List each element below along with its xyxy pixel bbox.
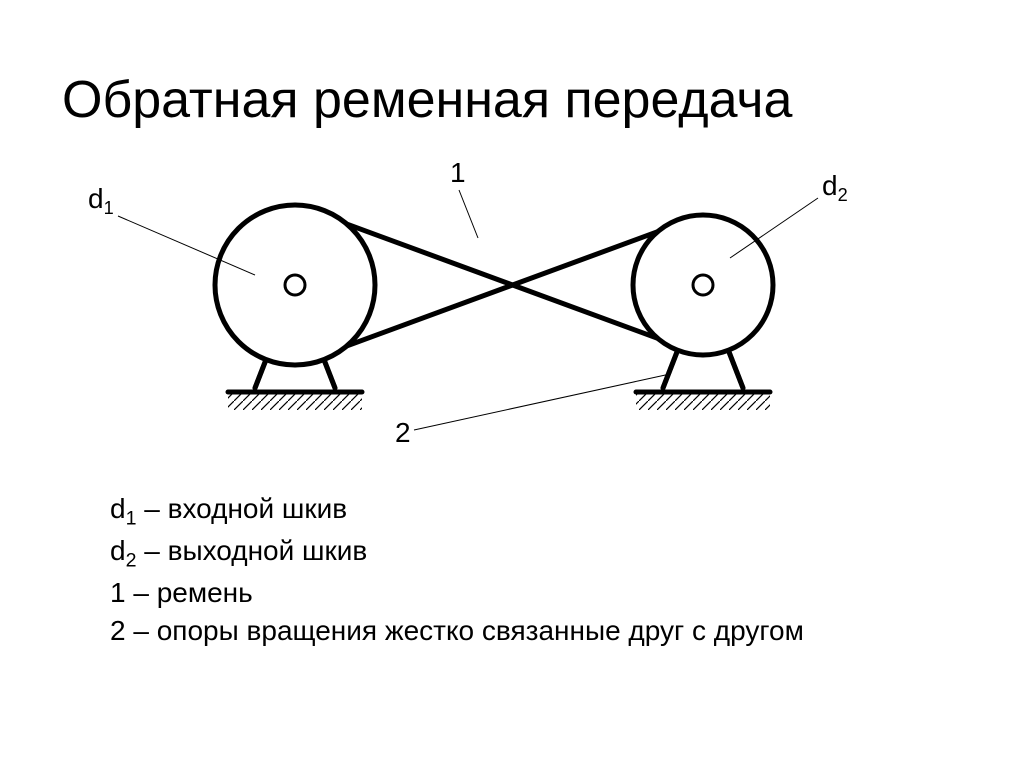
page-title: Обратная ременная передача: [62, 70, 792, 130]
legend-belt-text: – ремень: [126, 577, 253, 608]
svg-text:1: 1: [450, 157, 466, 188]
svg-text:d2: d2: [822, 170, 848, 205]
page: Обратная ременная передача d1d212 d1 – в…: [0, 0, 1024, 767]
legend-row-belt: 1 – ремень: [110, 574, 804, 612]
legend-d2-text: – выходной шкив: [136, 535, 367, 566]
legend-row-d2: d2 – выходной шкив: [110, 532, 804, 574]
svg-text:d1: d1: [88, 183, 114, 218]
belt-drive-diagram: d1 d2 1 2: [0, 140, 1024, 460]
legend-d1-sub: 1: [126, 508, 137, 530]
legend: d1 – входной шкив d2 – выходной шкив 1 –…: [110, 490, 804, 650]
legend-sup-sym: 2: [110, 615, 126, 646]
legend-d2-sym: d: [110, 535, 126, 566]
legend-row-d1: d1 – входной шкив: [110, 490, 804, 532]
legend-d1-sym: d: [110, 493, 126, 524]
legend-belt-sym: 1: [110, 577, 126, 608]
diagram-container: d1 d2 1 2: [0, 140, 1024, 460]
legend-d1-text: – входной шкив: [136, 493, 347, 524]
legend-row-supports: 2 – опоры вращения жестко связанные друг…: [110, 612, 804, 650]
legend-d2-sub: 2: [126, 550, 137, 572]
legend-sup-text: – опоры вращения жестко связанные друг с…: [126, 615, 804, 646]
svg-text:2: 2: [395, 417, 411, 448]
